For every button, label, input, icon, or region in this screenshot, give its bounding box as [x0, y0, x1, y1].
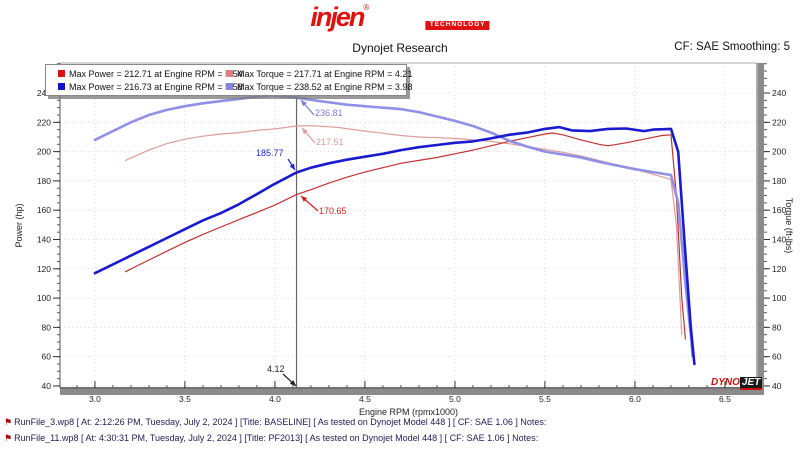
y-tick-label-right: 60 [772, 352, 782, 362]
y-tick-label-right: 120 [772, 264, 786, 274]
y-tick-label-right: 140 [772, 234, 786, 244]
page-title: Dynojet Research [352, 41, 448, 55]
x-tick-label: 3.0 [89, 394, 101, 404]
axis-shadow-bottom [60, 389, 764, 395]
registered-mark: ® [363, 3, 370, 12]
legend-item-max-power-pf2013: Max Power = 216.73 at Engine RPM = 5.58 [50, 80, 243, 93]
y-tick-label-left: 100 [37, 293, 51, 303]
y-axis-title-left: Power (hp) [14, 203, 24, 247]
y-tick-label-left: 180 [37, 176, 51, 186]
legend-item-max-torque-baseline: Max Torque = 217.71 at Engine RPM = 4.21 [218, 67, 412, 80]
y-tick-label-right: 80 [772, 322, 782, 332]
runfile-text: RunFile_3.wp8 [ At: 2:12:26 PM, Tuesday,… [14, 417, 547, 427]
y-tick-label-right: 200 [772, 147, 786, 157]
legend-swatch-lightblue [226, 83, 233, 90]
injen-logo-text: injen [310, 2, 365, 32]
y-tick-label-right: 160 [772, 205, 786, 215]
x-tick-label: 6.0 [629, 394, 641, 404]
legend-swatch-red [58, 70, 65, 77]
cursor-value-label: 185.77 [256, 148, 284, 158]
curve-torque-pf2013-238-52-max-3-98- [93, 93, 694, 359]
legend-swatch-pink [226, 70, 233, 77]
x-tick-label: 6.5 [719, 394, 731, 404]
axis-ticks: 3.0 3.5 4.0 4.5 5.0 5.5 6.0 6.5 40 40 60 60 80 80 100 1… [37, 63, 786, 404]
run-flag-icon: ⚑ [4, 417, 13, 427]
y-tick-label-left: 240 [37, 88, 51, 98]
y-tick-label-left: 200 [37, 147, 51, 157]
legend-label: Max Torque = 217.71 at Engine RPM = 4.21 [237, 68, 413, 79]
y-tick-label-right: 40 [772, 381, 782, 391]
cursor-value-label: 236.81 [315, 108, 343, 118]
cursor-value-label: 170.65 [319, 206, 347, 216]
legend-label: Max Power = 216.73 at Engine RPM = 5.58 [69, 81, 243, 92]
dynojet-watermark-dyno: DYNO [711, 377, 740, 388]
y-tick-label-right: 100 [772, 293, 786, 303]
x-tick-label: 5.0 [449, 394, 461, 404]
axis-shadow-right [758, 63, 764, 389]
y-tick-label-left: 40 [42, 381, 52, 391]
legend-item-max-torque-pf2013: Max Torque = 238.52 at Engine RPM = 3.98 [218, 80, 412, 93]
runfile-info-pf2013: ⚑ RunFile_11.wp8 [ At: 4:30:31 PM, Tuesda… [4, 433, 538, 444]
dynojet-watermark: DYNO JET [711, 377, 763, 390]
x-tick-label: 4.5 [359, 394, 371, 404]
legend-label: Max Torque = 238.52 at Engine RPM = 3.98 [237, 81, 413, 92]
y-tick-label-right: 220 [772, 117, 786, 127]
dyno-curves [93, 93, 696, 366]
y-axis-title-right: Torque (ft-lbs) [784, 198, 794, 254]
y-tick-label-left: 140 [37, 234, 51, 244]
dynojet-watermark-jet: JET [739, 377, 763, 390]
correction-factor-label: CF: SAE Smoothing: 5 [674, 41, 790, 53]
curve-power-pf2013-216-73-max-5-58- [93, 125, 696, 366]
y-tick-label-left: 60 [42, 352, 52, 362]
run-flag-icon: ⚑ [4, 433, 13, 443]
injen-logo-technology: TECHNOLOGY [425, 21, 490, 30]
legend-swatch-blue [58, 83, 65, 90]
chart-legend: Max Power = 212.71 at Engine RPM = 5.54 … [45, 64, 412, 96]
x-tick-label: 4.0 [269, 394, 281, 404]
y-tick-label-left: 220 [37, 117, 51, 127]
x-axis-title: Engine RPM (rpmx1000) [359, 407, 458, 417]
injen-logo: injen® TECHNOLOGY [310, 2, 490, 32]
runfile-info-baseline: ⚑ RunFile_3.wp8 [ At: 2:12:26 PM, Tuesday… [4, 417, 546, 428]
legend-label: Max Power = 212.71 at Engine RPM = 5.54 [69, 68, 243, 79]
y-tick-label-right: 240 [772, 88, 786, 98]
curve-power-baseline-212-71-max-5-54- [124, 132, 687, 340]
y-tick-label-left: 80 [42, 322, 52, 332]
cursor-annotations: 236.81 217.51 185.77 170.65 4.12 [256, 99, 347, 387]
y-tick-label-left: 120 [37, 264, 51, 274]
x-tick-label: 5.5 [539, 394, 551, 404]
cursor-value-label: 4.12 [267, 364, 285, 374]
y-tick-label-left: 160 [37, 205, 51, 215]
runfile-text: RunFile_11.wp8 [ At: 4:30:31 PM, Tuesday… [14, 433, 539, 443]
curve-torque-baseline-217-71-max-4-21- [124, 125, 683, 336]
x-tick-label: 3.5 [179, 394, 191, 404]
y-tick-label-right: 180 [772, 176, 786, 186]
legend-item-max-power-baseline: Max Power = 212.71 at Engine RPM = 5.54 [50, 67, 243, 80]
cursor-value-label: 217.51 [316, 137, 344, 147]
